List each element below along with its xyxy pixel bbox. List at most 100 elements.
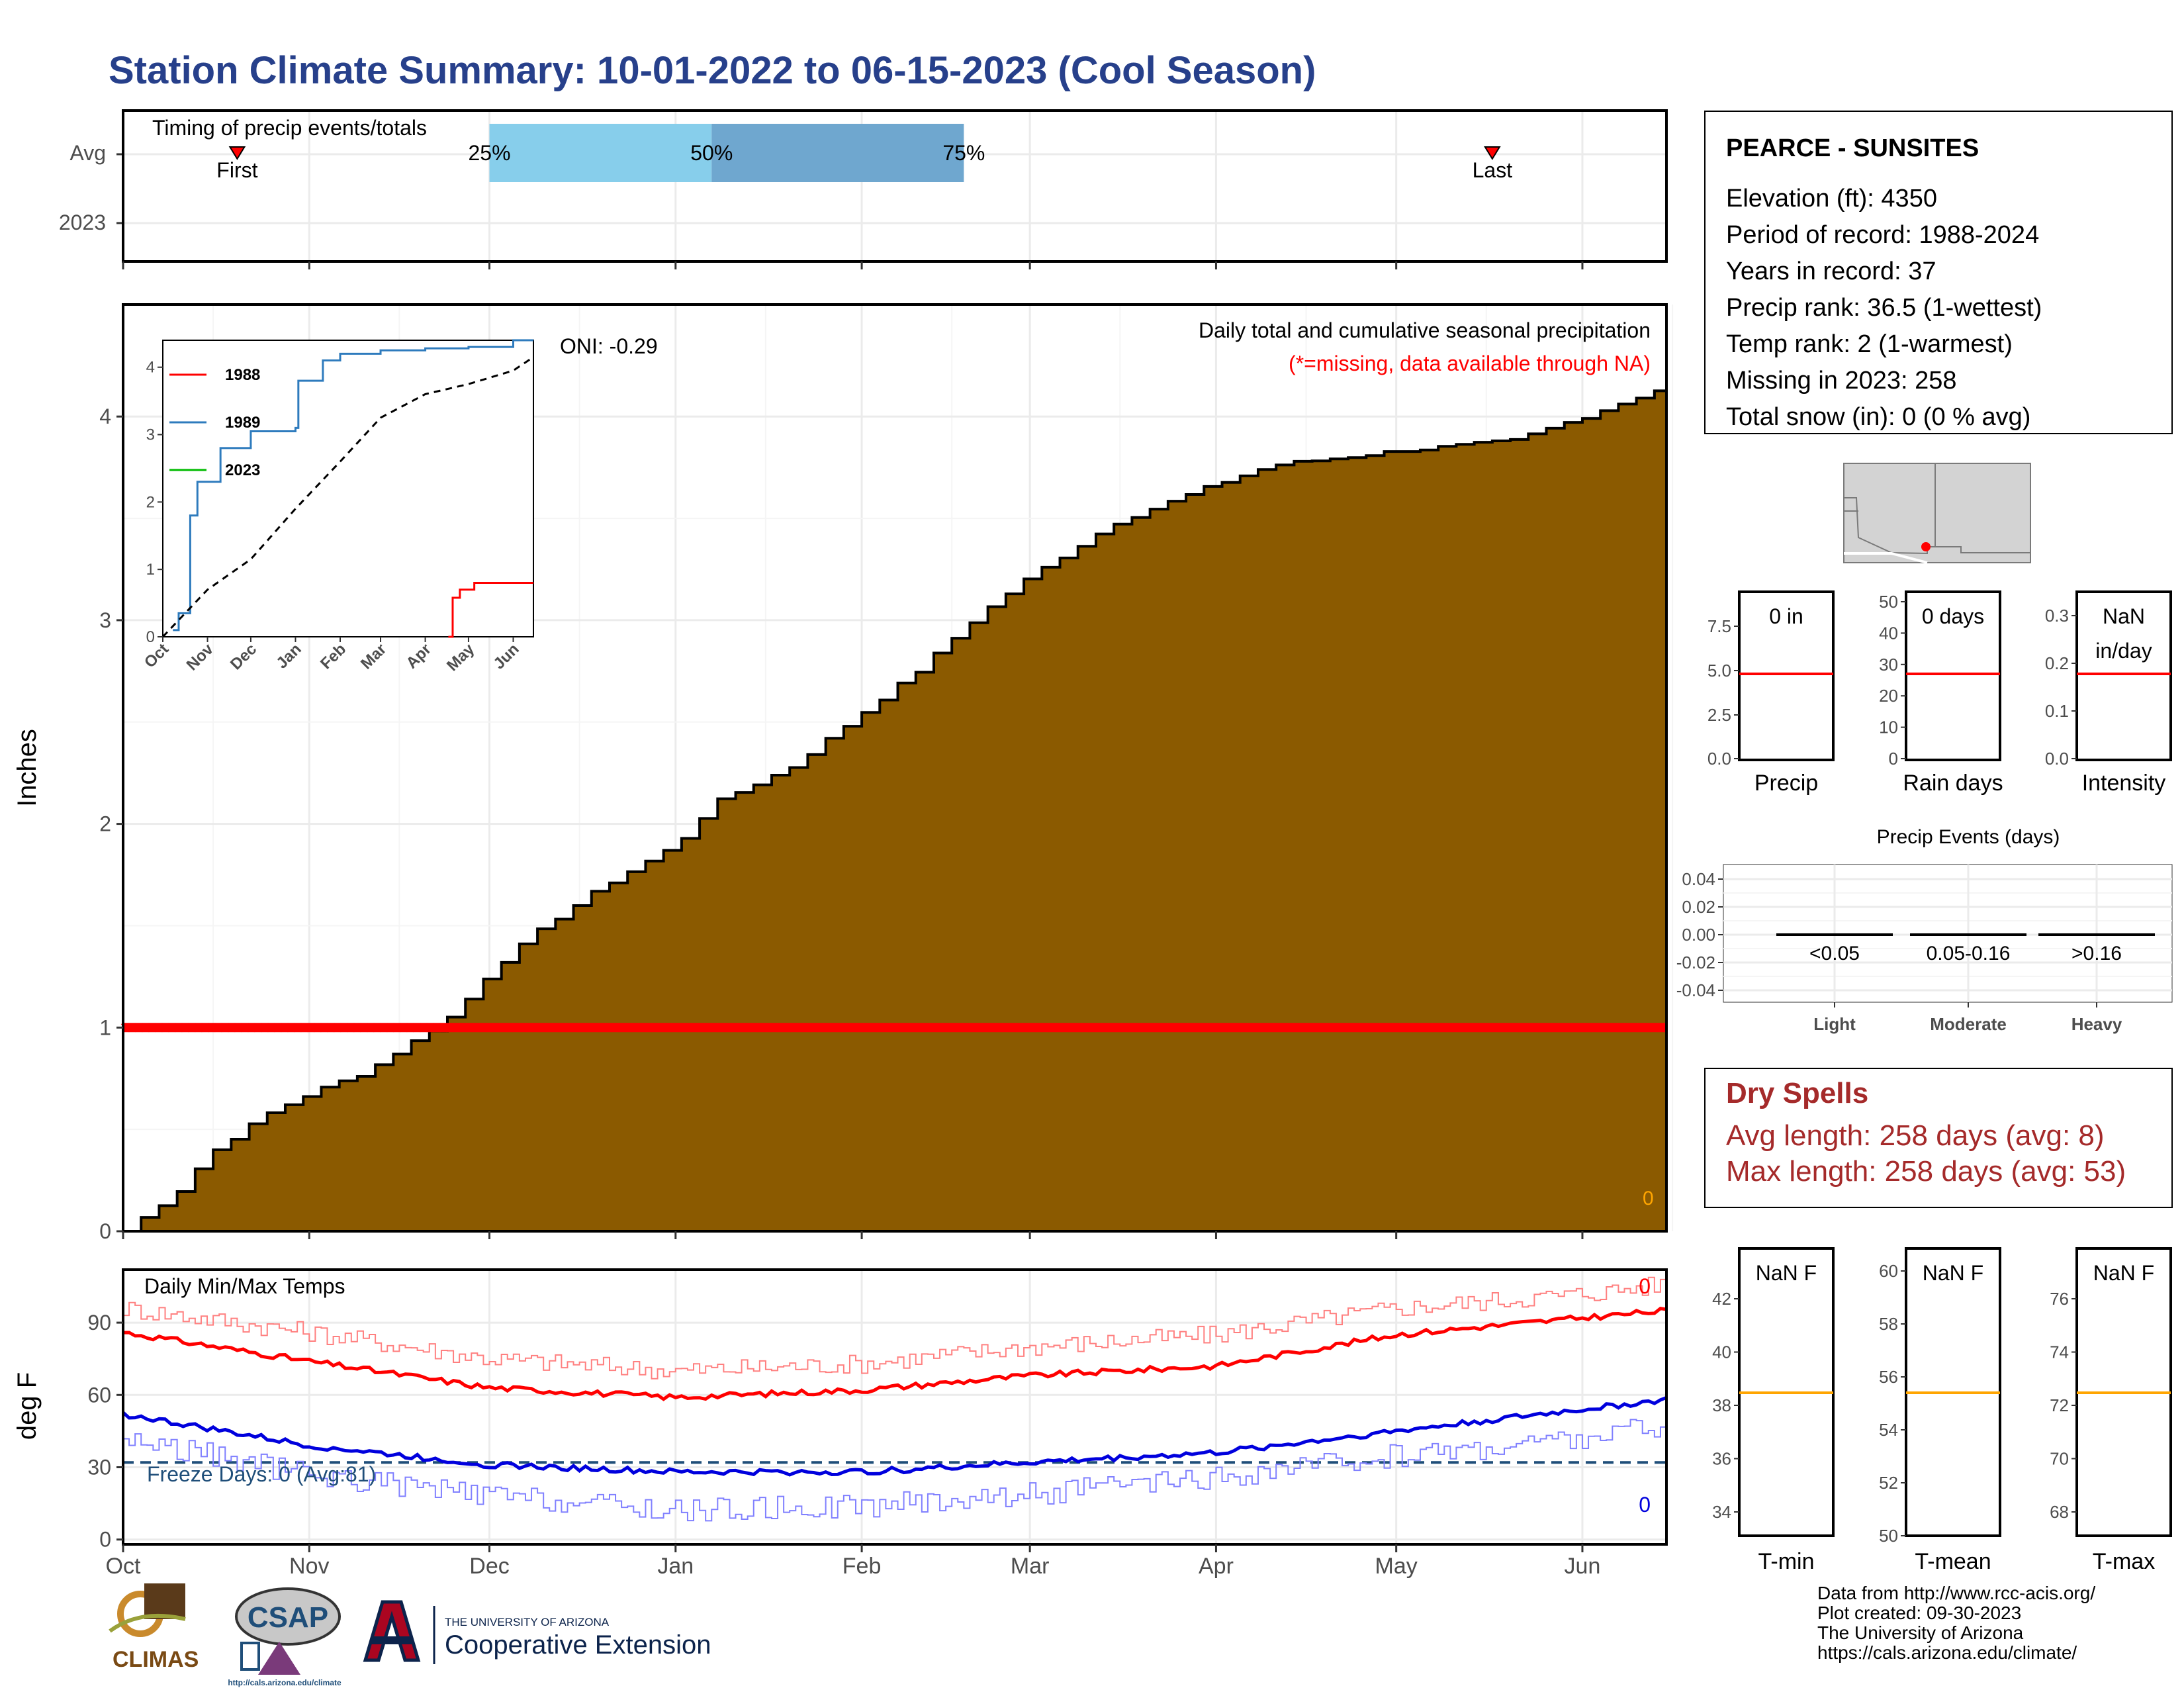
credit-line: Plot created: 09-30-2023	[1817, 1603, 2022, 1623]
gauge-tick-label: 0.2	[2045, 653, 2069, 673]
missing-mark	[1332, 1023, 1342, 1033]
missing-mark	[749, 1023, 760, 1033]
missing-mark	[1484, 1023, 1494, 1033]
missing-mark	[570, 1023, 581, 1033]
missing-mark	[286, 1023, 296, 1033]
missing-mark	[259, 1023, 270, 1033]
missing-mark	[412, 1023, 422, 1033]
missing-mark	[246, 1023, 257, 1033]
missing-mark	[273, 1023, 283, 1033]
missing-mark	[762, 1023, 773, 1033]
temp-series-line	[122, 1307, 1667, 1401]
quartile-bar-25-50	[489, 124, 712, 182]
events-y-label: 0.04	[1682, 869, 1715, 889]
missing-mark	[868, 1023, 879, 1033]
precip-events-chart: Precip Events (days) 0.04 0.02 0.00 -0.02 -0…	[1676, 826, 2173, 1034]
gauge-tick-label: 42	[1712, 1289, 1731, 1309]
missing-mark	[630, 1023, 641, 1033]
gauge-top-value: NaN F	[1756, 1261, 1817, 1285]
events-title: Precip Events (days)	[1877, 826, 2060, 848]
inset-lines	[161, 339, 534, 638]
missing-mark	[266, 1023, 277, 1033]
missing-mark	[1060, 1023, 1071, 1033]
missing-mark	[1305, 1023, 1316, 1033]
missing-mark	[511, 1023, 522, 1033]
missing-mark	[1232, 1023, 1243, 1033]
missing-mark	[147, 1023, 158, 1033]
quartile-bar-50-75	[711, 124, 964, 182]
dry-spells-title: Dry Spells	[1726, 1077, 1868, 1109]
missing-mark	[504, 1023, 515, 1033]
missing-mark	[709, 1023, 720, 1033]
dry-spells-max: Max length: 258 days (avg: 53)	[1726, 1155, 2126, 1188]
missing-data-marks	[120, 1023, 1666, 1033]
missing-mark	[981, 1023, 991, 1033]
gauge-tick-label: 50	[1879, 1526, 1898, 1546]
missing-mark	[1524, 1023, 1534, 1033]
missing-mark	[1365, 1023, 1375, 1033]
missing-mark	[1298, 1023, 1309, 1033]
missing-mark	[1649, 1023, 1660, 1033]
events-category-label: Heavy	[2071, 1014, 2122, 1034]
gauge-rain-days: 0 10 20 30 40 50 0 days Rain days	[1879, 590, 2003, 796]
y-tick-label: 1	[99, 1015, 111, 1039]
missing-mark	[213, 1023, 224, 1033]
missing-mark	[815, 1023, 826, 1033]
missing-mark	[319, 1023, 330, 1033]
gauge-label: T-min	[1758, 1549, 1815, 1574]
missing-mark	[233, 1023, 244, 1033]
legend-label: 1989	[225, 414, 260, 432]
missing-mark	[1590, 1023, 1600, 1033]
gauge-tick-label: 60	[1879, 1261, 1898, 1281]
y-tick-label: 60	[87, 1383, 111, 1407]
missing-mark	[352, 1023, 363, 1033]
missing-mark	[597, 1023, 608, 1033]
missing-mark	[537, 1023, 548, 1033]
missing-mark	[703, 1023, 713, 1033]
missing-mark	[173, 1023, 184, 1033]
missing-mark	[564, 1023, 574, 1033]
missing-mark	[577, 1023, 588, 1033]
missing-mark	[551, 1023, 561, 1033]
station-name: PEARCE - SUNSITES	[1726, 134, 1979, 162]
dry-spells-avg: Avg length: 258 days (avg: 8)	[1726, 1119, 2105, 1152]
missing-mark	[1517, 1023, 1527, 1033]
missing-mark	[154, 1023, 164, 1033]
missing-mark	[1338, 1023, 1349, 1033]
csap-text: CSAP	[248, 1601, 328, 1634]
missing-mark	[676, 1023, 687, 1033]
gauge-tick-label: 52	[1879, 1473, 1898, 1493]
missing-mark	[1054, 1023, 1064, 1033]
gauge-top-value: NaN F	[1923, 1261, 1983, 1285]
missing-mark	[789, 1023, 799, 1033]
gauge-tick-label: 74	[2050, 1342, 2069, 1362]
x-tick-label: Oct	[106, 1554, 141, 1579]
missing-mark	[220, 1023, 230, 1033]
missing-mark	[875, 1023, 886, 1033]
missing-mark	[842, 1023, 852, 1033]
missing-mark	[590, 1023, 601, 1033]
missing-mark	[1471, 1023, 1481, 1033]
csap-url: http://cals.arizona.edu/climate	[228, 1678, 341, 1687]
gauge-tick-label: 50	[1879, 592, 1898, 612]
missing-mark	[1371, 1023, 1382, 1033]
temp-y-label: deg F	[13, 1372, 42, 1440]
events-category-label: Moderate	[1930, 1014, 2007, 1034]
missing-mark	[1140, 1023, 1150, 1033]
missing-mark	[1385, 1023, 1395, 1033]
missing-mark	[584, 1023, 594, 1033]
timing-marks: 25% 50% 75% First Last	[216, 141, 1512, 182]
missing-mark	[1212, 1023, 1223, 1033]
missing-mark	[1451, 1023, 1461, 1033]
inset-x-label: Mar	[357, 640, 390, 673]
freeze-label: Freeze Days: 0 (Avg:81)	[147, 1462, 376, 1486]
credit-line: https://cals.arizona.edu/climate/	[1817, 1642, 2077, 1663]
missing-mark	[1093, 1023, 1104, 1033]
missing-mark	[1179, 1023, 1190, 1033]
missing-mark	[1113, 1023, 1124, 1033]
missing-mark	[1199, 1023, 1210, 1033]
missing-mark	[226, 1023, 237, 1033]
missing-mark	[623, 1023, 634, 1033]
gauge-tick-label: 7.5	[1707, 616, 1731, 636]
q75-label: 75%	[942, 141, 985, 165]
